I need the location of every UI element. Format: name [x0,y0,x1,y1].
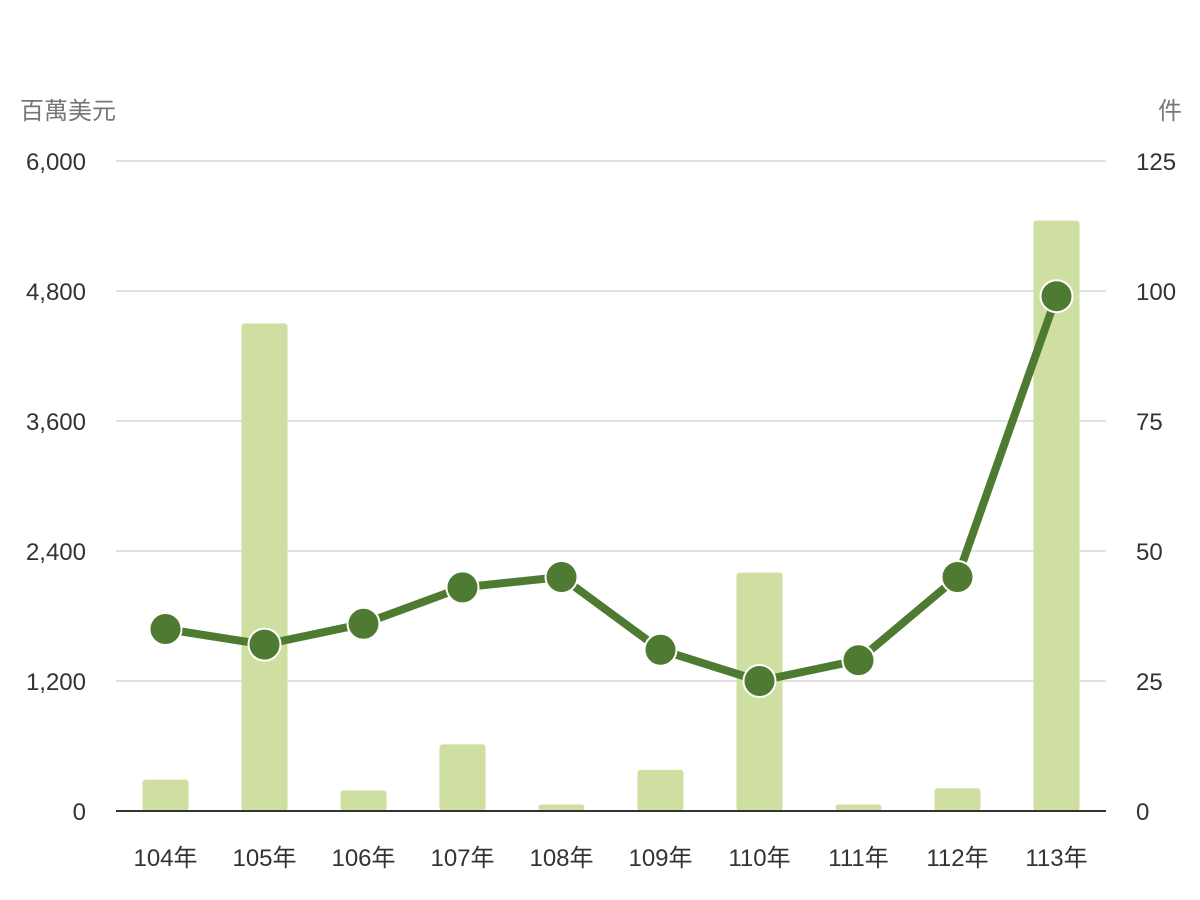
x-axis-ticks: 104年 105年 106年 107年 108年 109年 110年 111年 112年 113年 [133,845,1087,872]
x-axis-tick-label: 111年 [828,845,888,872]
bar [934,788,981,811]
x-axis-tick-label: 109年 [628,845,692,872]
line-point [841,643,876,678]
bar [142,779,189,811]
left-axis-ticks: 0 1,200 2,400 3,600 4,800 6,000 [26,149,86,826]
line-point [1039,279,1074,314]
line-point [247,627,282,662]
left-axis-unit-label: 百萬美元 [20,98,116,125]
x-axis-tick-label: 112年 [926,845,988,872]
bar [241,323,288,811]
x-axis-tick-label: 105年 [232,845,296,872]
right-axis-tick-label: 50 [1136,539,1163,566]
x-axis-tick-label: 108年 [529,845,593,872]
bar [1033,220,1080,812]
line-point [742,664,777,698]
right-axis-unit-label: 件 [1158,98,1182,125]
right-axis-tick-label: 0 [1136,799,1149,826]
line-point [148,612,183,646]
series-line [161,292,1061,685]
x-axis-tick-label: 104年 [133,845,197,872]
bar [439,744,486,811]
left-axis-tick-label: 1,200 [26,669,86,696]
x-axis-tick-label: 107年 [430,845,494,872]
line-point [445,570,480,605]
right-axis-tick-label: 125 [1136,149,1176,176]
bar [538,804,585,811]
bar [340,790,387,811]
bar-series [142,220,1080,812]
line-point [940,560,975,594]
right-axis-tick-label: 25 [1136,669,1163,696]
x-axis-tick-label: 113年 [1025,845,1087,872]
left-axis-tick-label: 0 [73,799,86,826]
left-axis-tick-label: 4,800 [26,279,86,306]
line-point [643,632,678,667]
line-series [148,279,1074,698]
bar [835,804,882,811]
bar [637,769,684,811]
x-axis-tick-label: 106年 [331,845,395,872]
line-point [346,606,381,641]
left-axis-tick-label: 3,600 [26,409,86,436]
line-point [544,560,579,594]
right-axis-tick-label: 100 [1136,279,1176,306]
left-axis-tick-label: 2,400 [26,539,86,566]
left-axis-tick-label: 6,000 [26,149,86,176]
x-axis-tick-label: 110年 [728,845,790,872]
right-axis-tick-label: 75 [1136,409,1163,436]
right-axis-ticks: 0 25 50 75 100 125 [1136,149,1176,826]
